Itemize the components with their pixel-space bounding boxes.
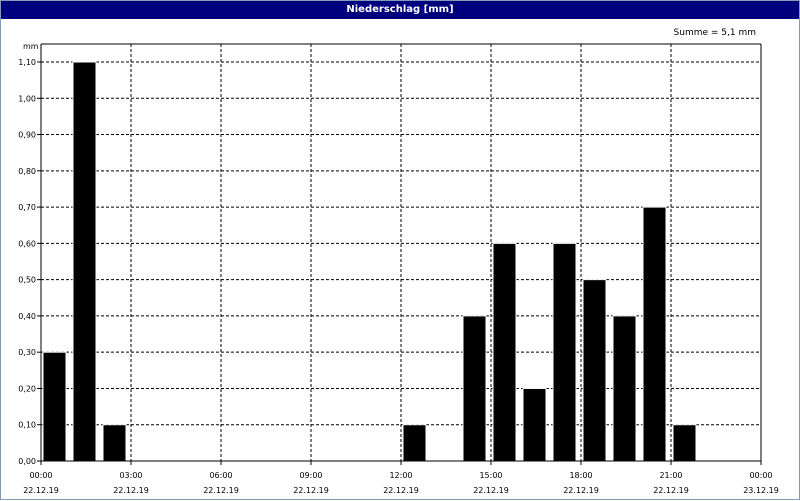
grid [41, 44, 761, 461]
y-tick-label: 1,10 [18, 58, 36, 67]
x-tick-date-label: 22.12.19 [473, 486, 509, 495]
precipitation-bar [522, 387, 547, 462]
y-tick-label: 0,80 [18, 167, 36, 176]
y-tick-label: 0,30 [18, 348, 36, 357]
x-tick-time-label: 00:00 [29, 471, 52, 480]
axes: 0,00 0,10 0,20 0,30 0,40 0,50 0,60 0,70 0,80 0,90… [18, 43, 779, 495]
x-tick-time-label: 03:00 [119, 471, 142, 480]
x-tick-time-label: 15:00 [479, 471, 502, 480]
x-tick-date-label: 22.12.19 [113, 486, 149, 495]
y-tick-label: 0,40 [18, 312, 36, 321]
x-tick-date-label: 22.12.19 [23, 486, 59, 495]
x-tick-date-label: 22.12.19 [653, 486, 689, 495]
precipitation-bar [102, 424, 127, 462]
precipitation-bar [552, 242, 577, 462]
precipitation-bar [582, 279, 607, 462]
precipitation-bar [462, 315, 487, 462]
precipitation-bar [72, 61, 97, 462]
precipitation-bar [42, 351, 67, 462]
x-tick-time-label: 09:00 [299, 471, 322, 480]
x-tick-date-label: 22.12.19 [383, 486, 419, 495]
x-tick-time-label: 12:00 [389, 471, 412, 480]
y-tick-label: 0,70 [18, 203, 36, 212]
sum-annotation: Summe = 5,1 mm [674, 28, 756, 38]
x-tick-date-label: 22.12.19 [563, 486, 599, 495]
x-tick-time-label: 06:00 [209, 471, 232, 480]
precipitation-bar [402, 424, 427, 462]
precipitation-bar [642, 206, 667, 462]
x-tick-time-label: 00:00 [749, 471, 772, 480]
bars [42, 61, 697, 462]
y-tick-label: 0,90 [18, 131, 36, 140]
y-tick-label: 0,10 [18, 421, 36, 430]
x-tick-date-label: 22.12.19 [293, 486, 329, 495]
precipitation-bar [492, 242, 517, 462]
y-tick-label: 1,00 [18, 94, 36, 103]
x-tick-date-label: 22.12.19 [203, 486, 239, 495]
x-tick-time-label: 18:00 [569, 471, 592, 480]
y-tick-label: 0,50 [18, 276, 36, 285]
y-tick-label: 0,20 [18, 384, 36, 393]
precipitation-bar [612, 315, 637, 462]
x-tick-time-label: 21:00 [659, 471, 682, 480]
y-axis-unit-label: mm [23, 42, 39, 51]
y-tick-label: 0,00 [18, 457, 36, 466]
precipitation-bar [672, 424, 697, 462]
window-title: Niederschlag [mm] [1, 1, 799, 19]
y-tick-label: 0,60 [18, 239, 36, 248]
x-tick-date-label: 23.12.19 [743, 486, 779, 495]
